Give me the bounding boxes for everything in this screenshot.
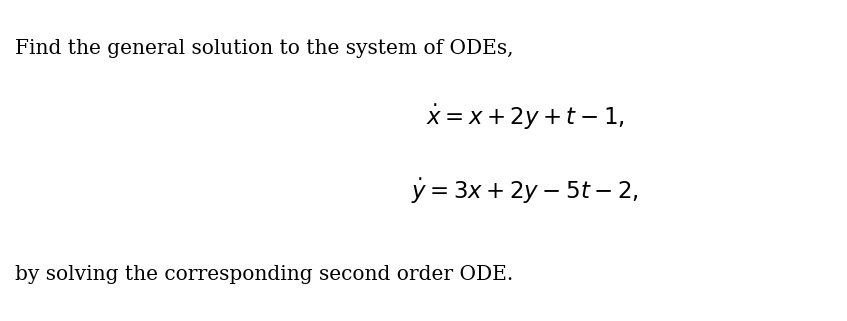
Text: by solving the corresponding second order ODE.: by solving the corresponding second orde…: [15, 265, 513, 284]
Text: Find the general solution to the system of ODEs,: Find the general solution to the system …: [15, 39, 514, 57]
Text: $\dot{x} = x + 2y + t - 1,$: $\dot{x} = x + 2y + t - 1,$: [426, 102, 624, 132]
Text: $\dot{y} = 3x + 2y - 5t - 2,$: $\dot{y} = 3x + 2y - 5t - 2,$: [412, 176, 639, 206]
